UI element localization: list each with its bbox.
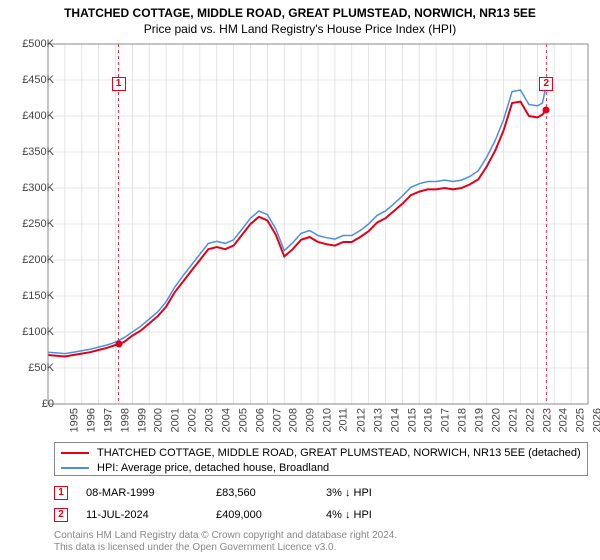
sales-row-2: 2 11-JUL-2024£409,0004% ↓ HPI (54, 504, 588, 526)
x-tick-label: 2003 (203, 408, 215, 432)
x-tick-label: 2006 (254, 408, 266, 432)
x-tick-label: 2008 (288, 408, 300, 432)
x-tick-label: 1998 (119, 408, 131, 432)
footer-line-1: Contains HM Land Registry data © Crown c… (54, 530, 397, 542)
x-tick-label: 2015 (406, 408, 418, 432)
sale-point-2 (543, 106, 550, 113)
y-tick-label: £350K (22, 146, 54, 158)
sales-price: £409,000 (216, 509, 326, 521)
sales-date: 11-JUL-2024 (86, 509, 216, 521)
legend-swatch (61, 467, 89, 469)
x-tick-label: 2026 (592, 408, 600, 432)
x-tick-label: 2004 (220, 408, 232, 432)
y-tick-label: £0 (42, 398, 54, 410)
sales-price: £83,560 (216, 487, 326, 499)
chart-svg (48, 44, 588, 404)
y-tick-label: £450K (22, 74, 54, 86)
footer-line-2: This data is licensed under the Open Gov… (54, 542, 397, 554)
sale-marker-1: 1 (112, 77, 126, 91)
x-tick-label: 2002 (187, 408, 199, 432)
x-tick-label: 2011 (338, 408, 350, 432)
y-tick-label: £100K (22, 326, 54, 338)
y-tick-label: £150K (22, 290, 54, 302)
x-tick-label: 1999 (136, 408, 148, 432)
sales-marker: 1 (54, 486, 68, 500)
y-tick-label: £500K (22, 38, 54, 50)
x-tick-label: 2016 (423, 408, 435, 432)
x-tick-label: 2018 (457, 408, 469, 432)
legend-box: THATCHED COTTAGE, MIDDLE ROAD, GREAT PLU… (54, 442, 588, 476)
x-tick-label: 2010 (322, 408, 334, 432)
x-tick-label: 2022 (524, 408, 536, 432)
chart-subtitle: Price paid vs. HM Land Registry's House … (0, 20, 600, 40)
y-tick-label: £50K (28, 362, 54, 374)
x-tick-label: 2001 (170, 408, 182, 432)
x-tick-label: 2019 (473, 408, 485, 432)
chart-title: THATCHED COTTAGE, MIDDLE ROAD, GREAT PLU… (0, 0, 600, 20)
x-tick-label: 1996 (85, 408, 97, 432)
y-tick-label: £400K (22, 110, 54, 122)
sale-point-1 (115, 340, 122, 347)
chart-plot-area (48, 44, 588, 404)
y-tick-label: £250K (22, 218, 54, 230)
legend-swatch (61, 452, 89, 454)
x-tick-label: 1995 (68, 408, 80, 432)
x-tick-label: 2009 (305, 408, 317, 432)
x-tick-label: 2023 (541, 408, 553, 432)
x-tick-label: 2020 (490, 408, 502, 432)
x-tick-label: 2013 (372, 408, 384, 432)
legend-row-property: THATCHED COTTAGE, MIDDLE ROAD, GREAT PLU… (61, 445, 581, 460)
x-tick-label: 2007 (271, 408, 283, 432)
sales-table: 1 08-MAR-1999£83,5603% ↓ HPI 2 11-JUL-2024£… (54, 482, 588, 526)
legend-label: THATCHED COTTAGE, MIDDLE ROAD, GREAT PLU… (97, 447, 581, 459)
legend-row-hpi: HPI: Average price, detached house, Broa… (61, 460, 581, 475)
sales-change: 3% ↓ HPI (326, 487, 436, 499)
legend-label: HPI: Average price, detached house, Broa… (97, 462, 329, 474)
x-tick-label: 2017 (440, 408, 452, 432)
x-tick-label: 2000 (153, 408, 165, 432)
x-tick-label: 2005 (237, 408, 249, 432)
chart-container: THATCHED COTTAGE, MIDDLE ROAD, GREAT PLU… (0, 0, 600, 560)
sales-date: 08-MAR-1999 (86, 487, 216, 499)
x-tick-label: 2014 (389, 408, 401, 432)
footer-attribution: Contains HM Land Registry data © Crown c… (54, 530, 397, 554)
sale-marker-2: 2 (539, 77, 553, 91)
sales-row-1: 1 08-MAR-1999£83,5603% ↓ HPI (54, 482, 588, 504)
x-tick-label: 1997 (102, 408, 114, 432)
sales-change: 4% ↓ HPI (326, 509, 436, 521)
x-tick-label: 2024 (558, 408, 570, 432)
x-tick-label: 2025 (575, 408, 587, 432)
y-tick-label: £200K (22, 254, 54, 266)
sales-marker: 2 (54, 508, 68, 522)
x-tick-label: 2012 (355, 408, 367, 432)
y-tick-label: £300K (22, 182, 54, 194)
x-tick-label: 2021 (507, 408, 519, 432)
